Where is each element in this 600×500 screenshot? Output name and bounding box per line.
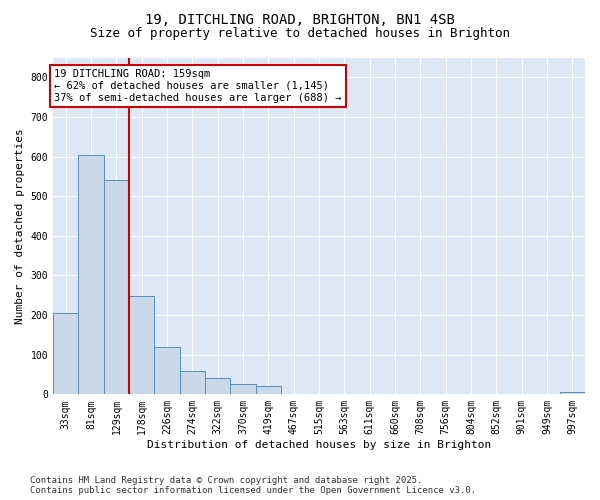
Bar <box>53 313 79 394</box>
Text: 19, DITCHLING ROAD, BRIGHTON, BN1 4SB: 19, DITCHLING ROAD, BRIGHTON, BN1 4SB <box>145 12 455 26</box>
Y-axis label: Number of detached properties: Number of detached properties <box>15 128 25 324</box>
Bar <box>256 386 281 394</box>
Bar <box>154 347 179 395</box>
Bar <box>230 384 256 394</box>
Bar <box>129 296 154 394</box>
X-axis label: Distribution of detached houses by size in Brighton: Distribution of detached houses by size … <box>147 440 491 450</box>
Bar <box>560 392 585 394</box>
Bar <box>179 370 205 394</box>
Text: Size of property relative to detached houses in Brighton: Size of property relative to detached ho… <box>90 28 510 40</box>
Text: Contains HM Land Registry data © Crown copyright and database right 2025.
Contai: Contains HM Land Registry data © Crown c… <box>30 476 476 495</box>
Bar <box>104 180 129 394</box>
Text: 19 DITCHLING ROAD: 159sqm
← 62% of detached houses are smaller (1,145)
37% of se: 19 DITCHLING ROAD: 159sqm ← 62% of detac… <box>55 70 342 102</box>
Bar <box>205 378 230 394</box>
Bar <box>79 154 104 394</box>
